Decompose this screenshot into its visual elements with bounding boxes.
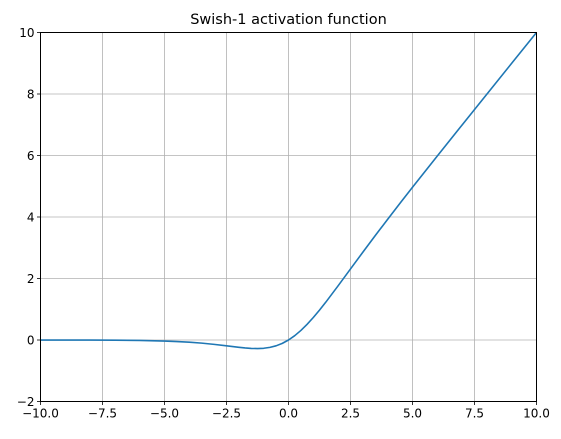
- y-tick-label: 2: [27, 272, 35, 286]
- x-tick-label: −10.0: [22, 407, 59, 421]
- chart-title: Swish-1 activation function: [190, 12, 387, 28]
- series-layer: [40, 32, 538, 350]
- x-tick-label: 0.0: [279, 407, 298, 421]
- tick-layer: −10.0 −7.5 −5.0 −2.5 0.0 2.5 5.0 7.5 10.0 −2 0 2 4 6 8…: [17, 26, 550, 421]
- y-tick-label: −2: [17, 395, 35, 409]
- y-tick-label: 6: [27, 149, 35, 163]
- series-line: [40, 32, 538, 350]
- x-tick-label: −7.5: [88, 407, 117, 421]
- y-tick-label: 0: [27, 333, 35, 347]
- y-tick-label: 4: [27, 210, 35, 224]
- x-tick-label: 2.5: [341, 407, 360, 421]
- x-tick-label: 10.0: [523, 407, 550, 421]
- x-tick-label: 5.0: [403, 407, 422, 421]
- x-tick-label: −5.0: [150, 407, 179, 421]
- x-tick-label: 7.5: [465, 407, 484, 421]
- grid-layer: [40, 32, 537, 402]
- y-tick-label: 10: [19, 26, 34, 40]
- y-tick-label: 8: [27, 87, 35, 101]
- x-tick-label: −2.5: [212, 407, 241, 421]
